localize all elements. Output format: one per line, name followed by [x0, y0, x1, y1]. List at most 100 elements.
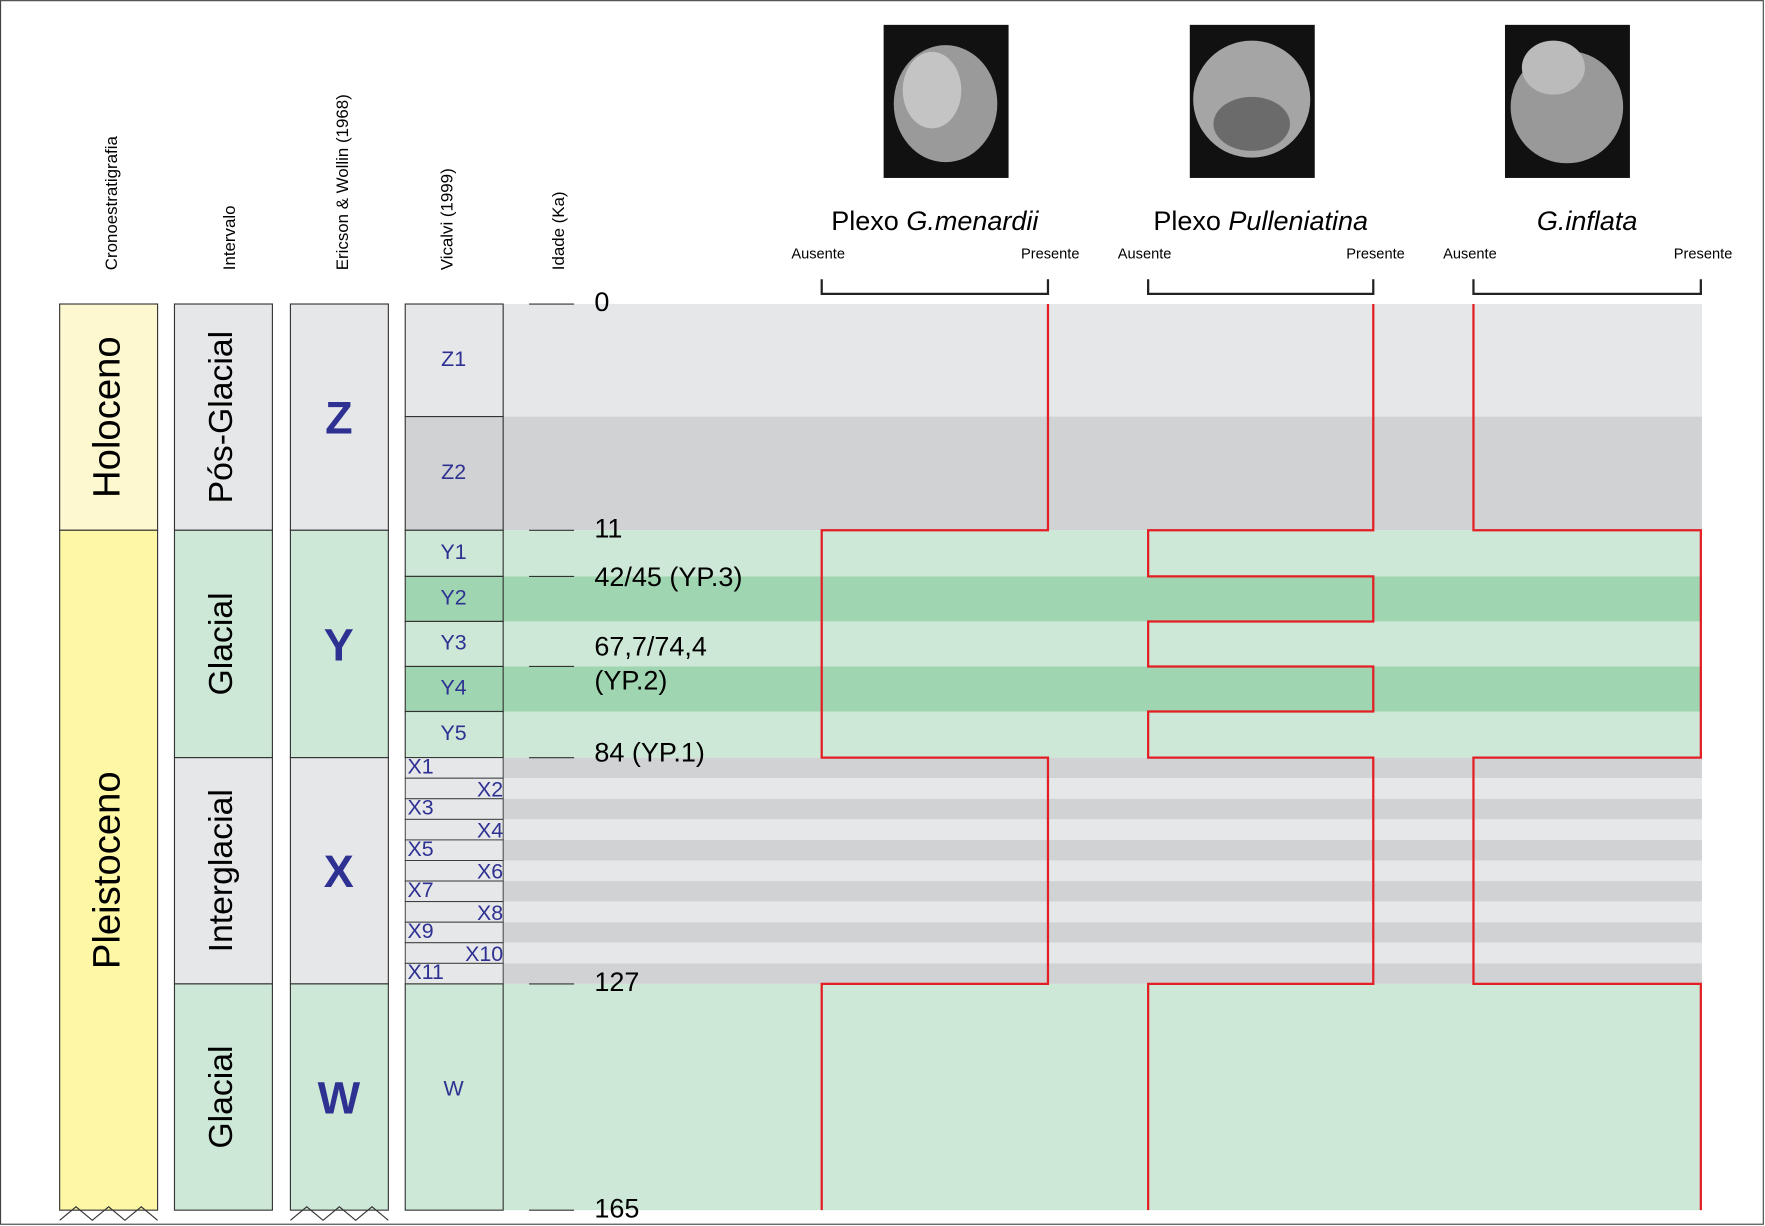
band — [503, 922, 1702, 943]
species-italic: G.inflata — [1537, 206, 1638, 236]
subzone-label: X11 — [407, 960, 443, 984]
fossil-shape — [902, 51, 962, 129]
age-label: 0 — [594, 287, 609, 317]
scale-bracket — [820, 279, 1050, 296]
zone-label: Y — [324, 619, 354, 670]
band — [503, 839, 1702, 861]
band — [503, 798, 1702, 820]
age-label: 42/45 (YP.3) — [594, 562, 742, 592]
subzone-label: Y3 — [441, 631, 467, 655]
subzone-box — [404, 620, 504, 668]
age-label: 127 — [594, 967, 639, 997]
band — [503, 666, 1702, 712]
age-label: 84 (YP.1) — [594, 737, 705, 767]
species-prefix: Plexo — [831, 206, 906, 236]
chrono-label: Pleistoceno — [85, 771, 128, 969]
subzone-label: X4 — [477, 819, 503, 843]
interval-box — [173, 757, 273, 985]
presence-curves — [820, 304, 1702, 1211]
subzone-box — [404, 575, 504, 623]
absent-label: Ausente — [791, 246, 845, 262]
scale-bracket — [1472, 279, 1702, 296]
subzone-label: Y5 — [441, 721, 467, 745]
band — [503, 530, 1702, 577]
zone-box — [289, 303, 389, 531]
subzone-label: X5 — [407, 837, 433, 861]
subzone-label: X1 — [407, 755, 433, 779]
age-label: (YP.2) — [594, 665, 667, 695]
band — [503, 576, 1702, 622]
subzone-box — [404, 983, 504, 1211]
interval-box — [173, 529, 273, 759]
band — [503, 711, 1702, 758]
zone-label: W — [318, 1072, 361, 1123]
subzone-label: X2 — [477, 777, 503, 801]
band — [503, 621, 1702, 667]
species-prefix: Plexo — [1153, 206, 1228, 236]
presence-curve — [820, 304, 1050, 1211]
column-header: Intervalo — [220, 206, 239, 271]
band — [503, 304, 1702, 417]
subzone-label: X8 — [477, 901, 503, 925]
subzone-box — [404, 710, 504, 759]
subzone-label: Z1 — [441, 347, 466, 371]
interval-label: Pós-Glacial — [202, 331, 240, 504]
chrono-box — [59, 529, 159, 1211]
scale-bracket — [1147, 279, 1375, 296]
subzone-label: X3 — [407, 796, 433, 820]
zone-label: Z — [325, 393, 353, 444]
species-italic: G.menardii — [906, 206, 1039, 236]
column-header: Vicalvi (1999) — [437, 168, 456, 270]
band — [503, 963, 1702, 984]
column-header: Idade (Ka) — [549, 191, 568, 270]
band — [503, 860, 1702, 882]
zone-box — [289, 757, 389, 985]
species-name: Plexo G.menardii — [831, 206, 1039, 236]
column-header: Cronoestratigrafia — [102, 136, 121, 271]
present-label: Presente — [1346, 246, 1405, 262]
band — [503, 778, 1702, 799]
subzone-label: X10 — [465, 942, 503, 966]
species-italic: Pulleniatina — [1228, 206, 1368, 236]
species-name: Plexo Pulleniatina — [1153, 206, 1368, 236]
unconformity — [59, 1206, 158, 1222]
absent-label: Ausente — [1118, 246, 1172, 262]
interval-box — [173, 983, 273, 1211]
unconformity — [290, 1206, 389, 1222]
subzone-label: X9 — [407, 919, 433, 943]
present-label: Presente — [1674, 246, 1733, 262]
subzone-label: Y2 — [441, 586, 467, 610]
fossil-images — [883, 24, 1630, 178]
band — [503, 901, 1702, 923]
age-label: 67,7/74,4 — [594, 632, 707, 662]
subzone-box — [404, 416, 504, 531]
age-label: 11 — [594, 513, 622, 543]
fossil-shape — [1213, 96, 1290, 151]
age-label: 165 — [594, 1193, 639, 1223]
band — [503, 757, 1702, 779]
interval-label: Interglacial — [202, 789, 240, 952]
chrono-box — [59, 303, 159, 531]
column-header: Ericson & Wollin (1968) — [333, 94, 352, 270]
subzone-label: Y1 — [441, 540, 467, 564]
fossil-shape — [1521, 40, 1585, 95]
chrono-label: Holoceno — [85, 336, 128, 498]
band — [503, 881, 1702, 902]
subzone-box — [404, 665, 504, 713]
band — [503, 819, 1702, 840]
presence-curve — [1147, 304, 1375, 1211]
absent-label: Ausente — [1443, 246, 1497, 262]
subzone-label: Y4 — [441, 676, 467, 700]
subzone-box — [404, 529, 504, 577]
band — [503, 942, 1702, 964]
interval-label: Glacial — [202, 1045, 240, 1148]
subzone-label: W — [444, 1076, 465, 1100]
zone-label: X — [324, 846, 354, 897]
interval-label: Glacial — [202, 592, 240, 695]
species-name: G.inflata — [1537, 206, 1638, 236]
subzone-label: X7 — [407, 878, 433, 902]
subzone-box — [404, 303, 504, 418]
band — [503, 416, 1702, 531]
